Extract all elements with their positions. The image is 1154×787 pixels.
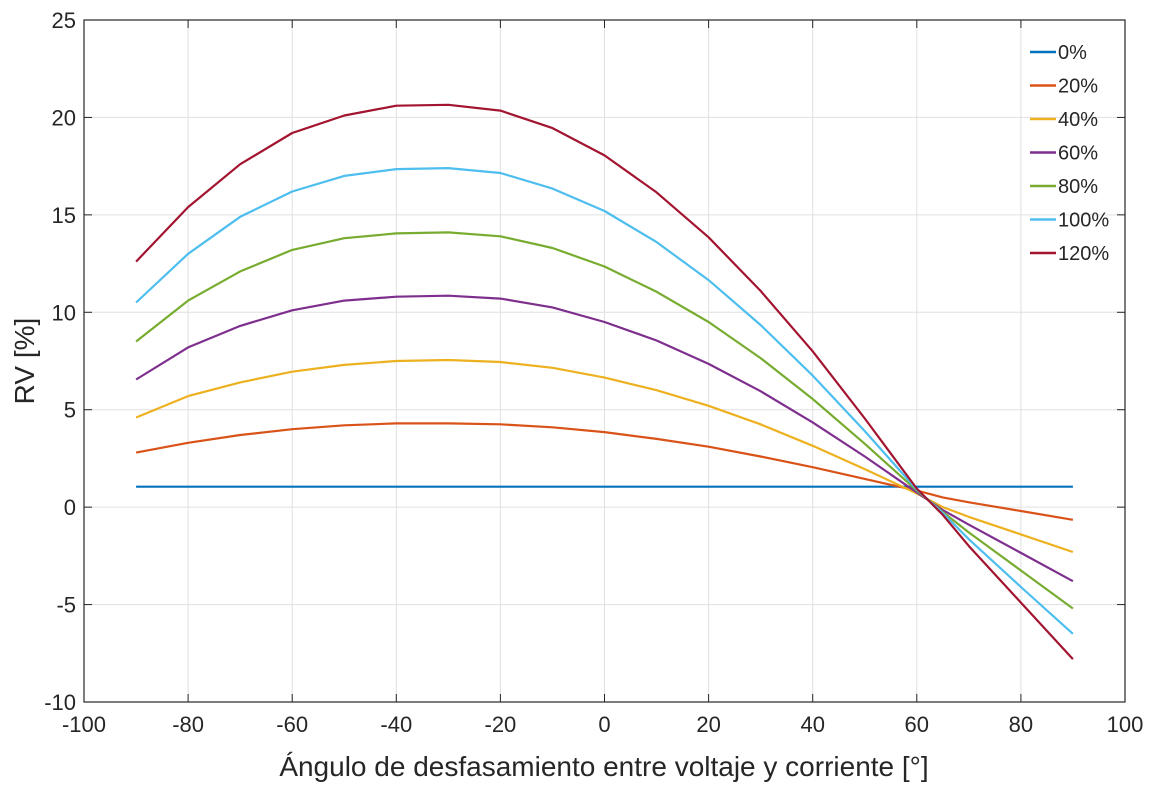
legend-label: 60% (1058, 143, 1098, 165)
y-tick-label: 5 (64, 398, 76, 423)
y-tick-label: 20 (52, 105, 76, 130)
y-tick-label: 25 (52, 8, 76, 33)
legend-label: 0% (1058, 42, 1087, 64)
x-tick-label: 60 (905, 712, 929, 737)
series-line-20-percent (135, 422, 1074, 521)
x-tick-label: 20 (696, 712, 720, 737)
axis-ticks (83, 19, 1126, 703)
y-tick-label: -5 (56, 593, 76, 618)
legend-label: 20% (1058, 76, 1098, 98)
y-tick-label: -10 (44, 690, 76, 715)
x-tick-label: 80 (1009, 712, 1033, 737)
legend-label: 80% (1058, 176, 1098, 198)
legend-label: 120% (1058, 243, 1109, 265)
y-tick-label: 0 (64, 495, 76, 520)
legend-label: 100% (1058, 210, 1109, 232)
x-axis-title: Ángulo de desfasamiento entre voltaje y … (279, 751, 928, 782)
x-tick-labels: -100 -80 -60 -40 -20 0 20 40 60 80 100 (62, 712, 1143, 737)
x-tick-label: -80 (172, 712, 204, 737)
x-tick-label: 100 (1107, 712, 1144, 737)
y-axis-title: RV [%] (9, 318, 40, 405)
y-tick-labels: -10 -5 0 5 10 15 20 25 (44, 8, 76, 715)
y-tick-label: 10 (52, 300, 76, 325)
series-layer (135, 103, 1074, 660)
series-line-120-percent (135, 103, 1074, 660)
x-tick-label: -60 (276, 712, 308, 737)
x-tick-label: 0 (598, 712, 610, 737)
x-tick-label: -100 (62, 712, 106, 737)
series-line-40-percent (135, 358, 1074, 554)
legend-label: 40% (1058, 109, 1098, 131)
grid-lines (84, 20, 1125, 702)
x-tick-label: 40 (800, 712, 824, 737)
legend: 0% 20% 40% 60% 80% 100% 120% (1030, 42, 1109, 265)
y-tick-label: 15 (52, 203, 76, 228)
x-tick-label: -20 (485, 712, 517, 737)
x-tick-label: -40 (380, 712, 412, 737)
